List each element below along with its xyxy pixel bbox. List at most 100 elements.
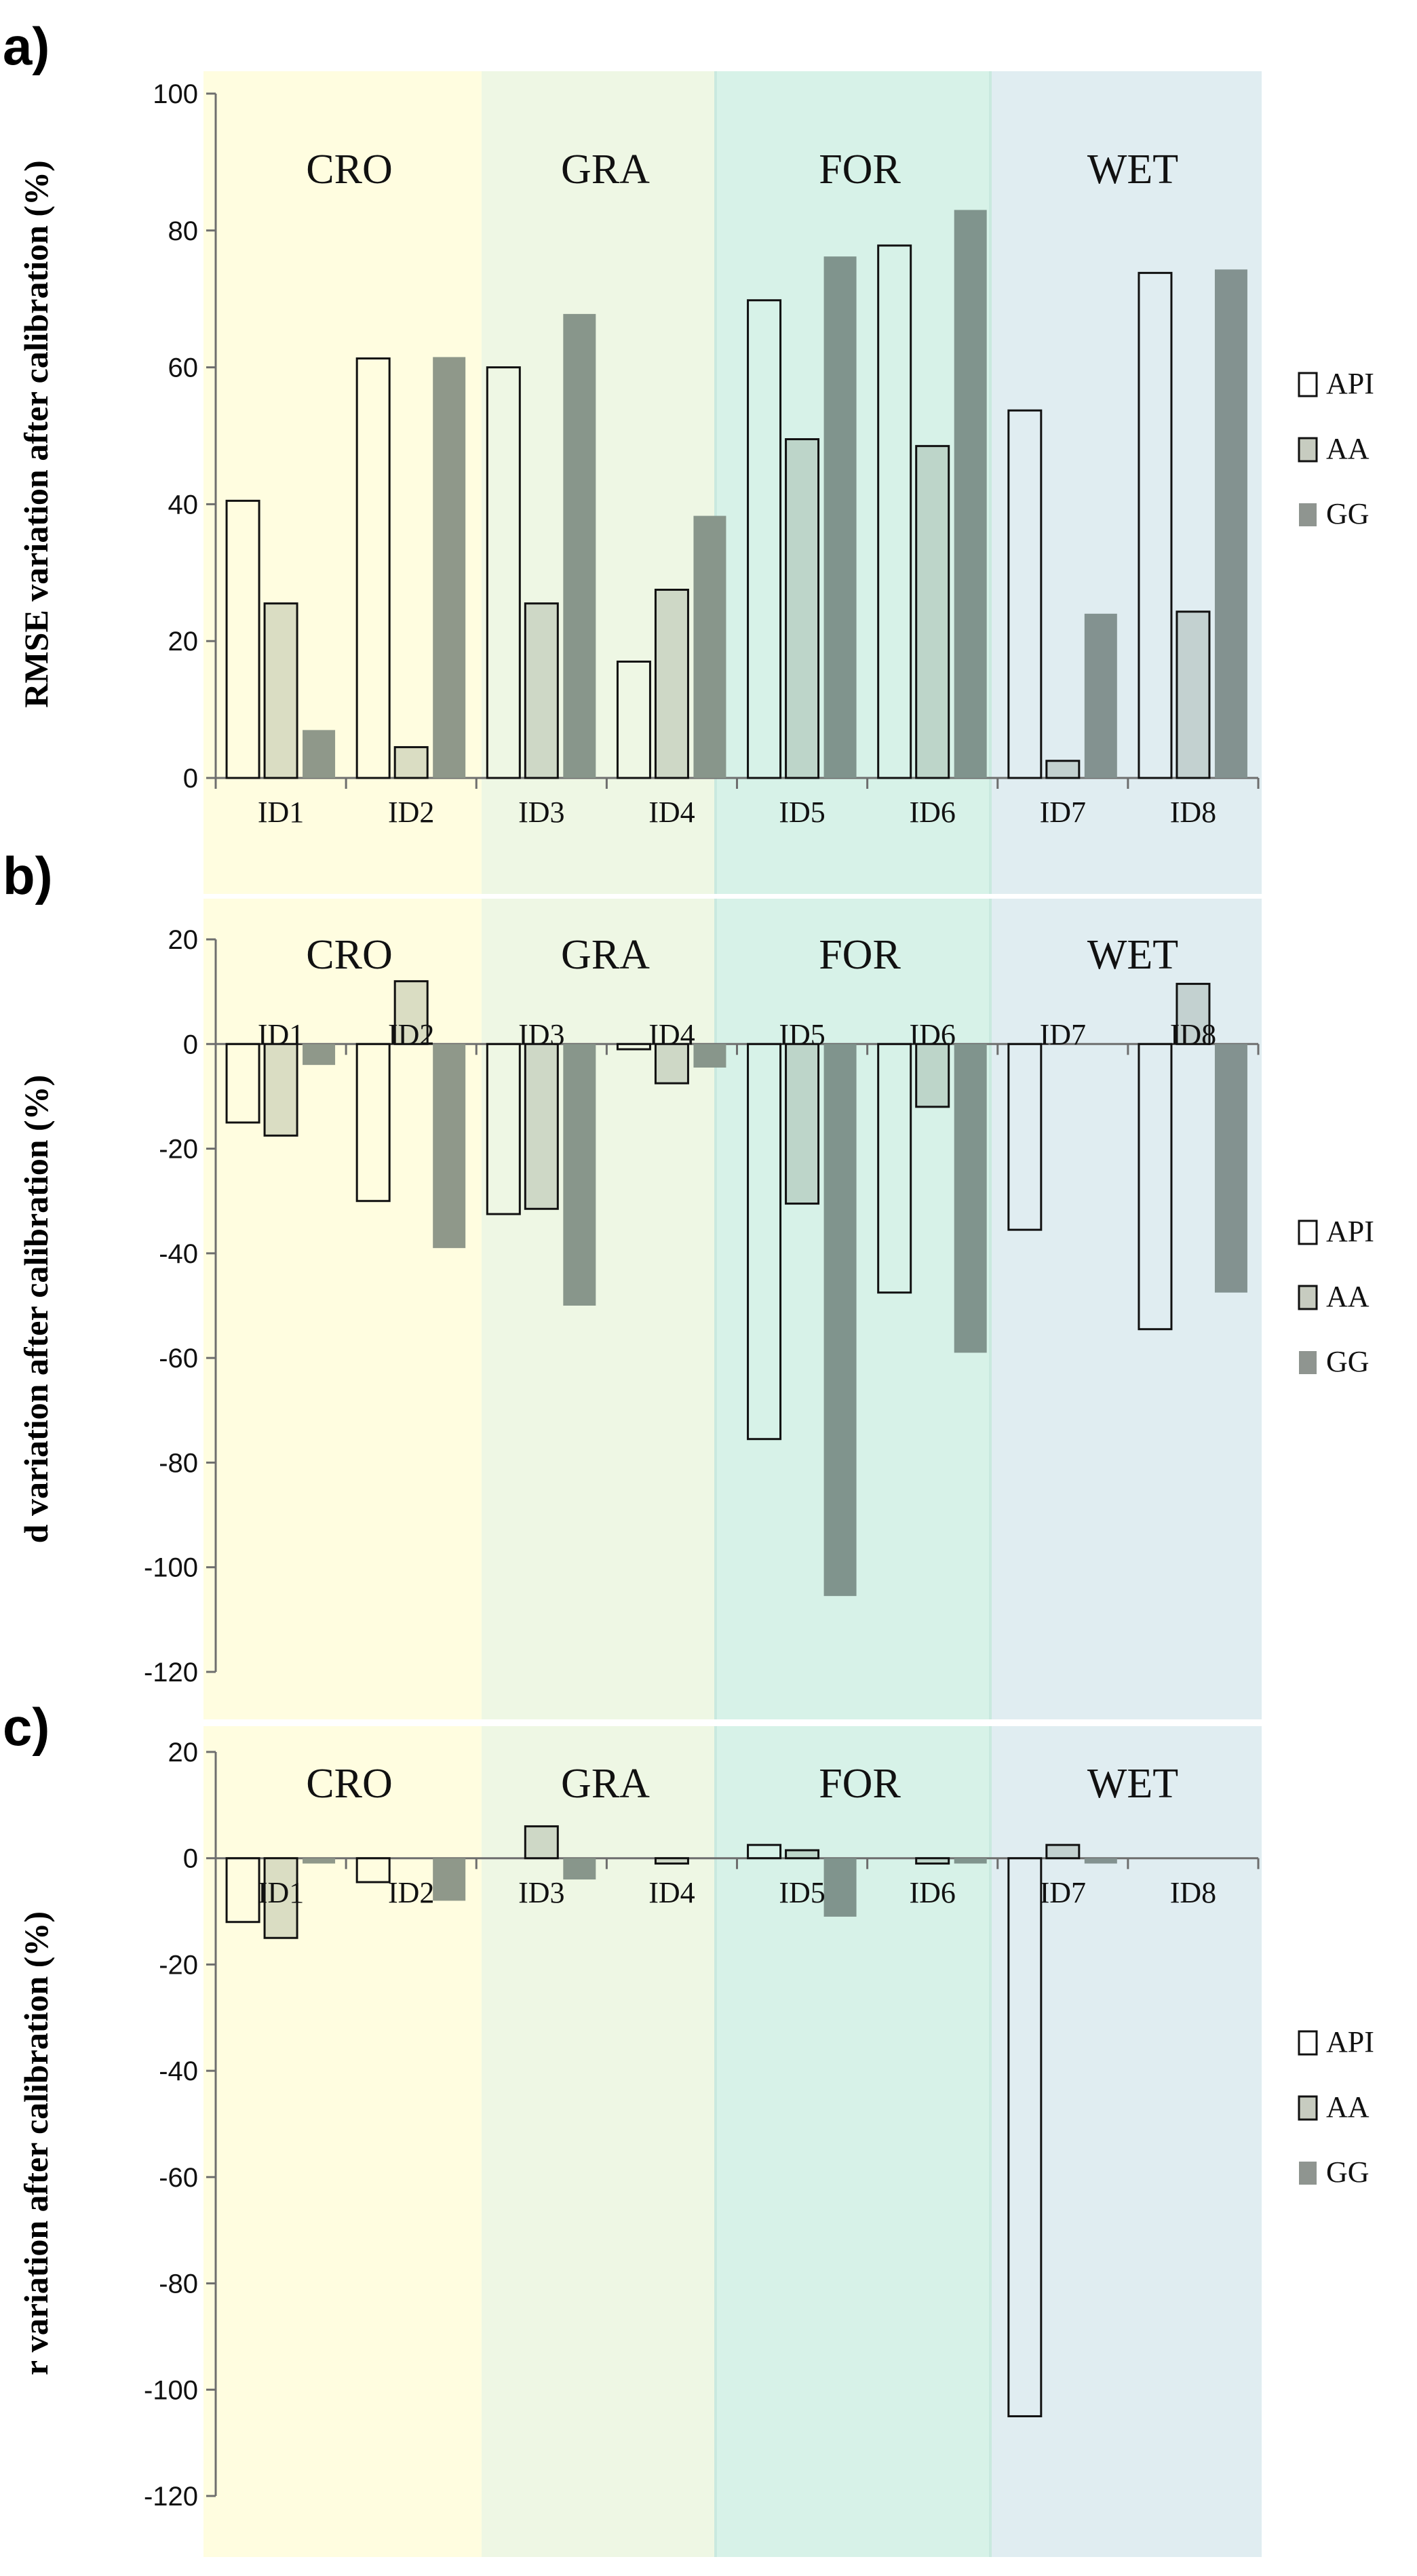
y-tick-label: -120 <box>144 2482 198 2512</box>
y-tick-label: 100 <box>153 79 198 109</box>
y-tick-label: -20 <box>159 1950 198 1980</box>
bar-gg-id5 <box>823 256 857 779</box>
bar-aa-id8 <box>1176 983 1211 1045</box>
bar-aa-id7 <box>1045 1843 1081 1860</box>
panel-letter: b) <box>3 846 53 905</box>
legend-swatch-gg <box>1299 1351 1317 1374</box>
legend-label-api: API <box>1326 2025 1374 2058</box>
category-label-id8: ID8 <box>1170 1876 1216 1909</box>
zone-label-for: FOR <box>819 1761 901 1807</box>
legend-swatch-aa <box>1298 2095 1318 2121</box>
zone-background-wet <box>990 899 1262 1719</box>
bar-gg-id5 <box>823 1044 857 1597</box>
category-label-id4: ID4 <box>648 796 695 829</box>
bar-gg-id6 <box>954 1044 987 1353</box>
category-label-id3: ID3 <box>518 1876 564 1909</box>
y-tick-label: -60 <box>159 2163 198 2193</box>
bar-aa-id5 <box>785 438 820 779</box>
bar-aa-id5 <box>785 1042 820 1205</box>
legend-swatch-gg <box>1299 2162 1317 2185</box>
bar-api-id2 <box>355 1042 391 1203</box>
legend-swatch-gg <box>1299 503 1317 526</box>
bar-api-id1 <box>225 1857 260 1924</box>
bar-api-id7 <box>1007 1857 1043 2417</box>
legend-label-api: API <box>1326 1215 1374 1248</box>
bar-gg-id2 <box>433 357 466 778</box>
y-tick-label: 0 <box>183 764 198 794</box>
zone-label-for: FOR <box>819 932 901 978</box>
category-label-id6: ID6 <box>909 1018 955 1051</box>
bar-aa-id8 <box>1176 610 1211 779</box>
zone-label-cro: CRO <box>306 1761 392 1807</box>
zone-background-wet <box>990 1726 1262 2557</box>
y-tick-label: -100 <box>144 2375 198 2405</box>
category-label-id5: ID5 <box>779 796 825 829</box>
zone-label-for: FOR <box>819 147 901 193</box>
bar-api-id3 <box>486 366 521 779</box>
bar-gg-id8 <box>1214 269 1247 778</box>
category-label-id7: ID7 <box>1040 1876 1086 1909</box>
bar-gg-id6 <box>954 210 987 778</box>
y-tick-label: -80 <box>159 1448 198 1478</box>
category-label-id3: ID3 <box>518 1018 564 1051</box>
y-tick-label: -60 <box>159 1344 198 1373</box>
legend-swatch-api <box>1298 372 1318 397</box>
bar-gg-id3 <box>563 313 596 778</box>
bar-aa-id4 <box>654 589 689 779</box>
bar-aa-id1 <box>263 1857 298 1939</box>
y-tick-label: 80 <box>168 216 199 246</box>
zone-background-for <box>716 1726 990 2557</box>
y-tick-label: -40 <box>159 1239 198 1269</box>
category-label-id8: ID8 <box>1170 796 1216 829</box>
bar-api-id8 <box>1138 1042 1173 1331</box>
bar-api-id7 <box>1007 409 1043 779</box>
bar-api-id4 <box>616 1042 651 1051</box>
bar-aa-id2 <box>393 746 429 779</box>
bar-api-id1 <box>225 499 260 779</box>
y-tick-label: 0 <box>183 1030 198 1059</box>
zone-label-wet: WET <box>1087 932 1178 978</box>
bar-aa-id3 <box>524 1825 559 1860</box>
bar-gg-id1 <box>303 1044 336 1066</box>
bar-api-id5 <box>747 1042 782 1441</box>
zone-label-cro: CRO <box>306 147 392 193</box>
bar-api-id5 <box>747 299 782 779</box>
bar-aa-id6 <box>915 445 950 779</box>
bar-gg-id2 <box>433 1044 466 1249</box>
bar-api-id6 <box>877 244 912 779</box>
zone-background-gra <box>482 1726 716 2557</box>
legend-swatch-api <box>1298 1219 1318 1245</box>
y-tick-label: -20 <box>159 1135 198 1165</box>
legend-swatch-aa <box>1298 437 1318 463</box>
zone-label-gra: GRA <box>561 1761 650 1807</box>
bar-aa-id3 <box>524 602 559 779</box>
legend-label-aa: AA <box>1326 2090 1370 2124</box>
bar-gg-id8 <box>1214 1044 1247 1293</box>
zone-label-wet: WET <box>1087 147 1178 193</box>
bar-aa-id4 <box>654 1042 689 1085</box>
zone-label-gra: GRA <box>561 147 650 193</box>
bar-aa-id5 <box>785 1849 820 1860</box>
y-tick-label: -80 <box>159 2269 198 2299</box>
panel-letter: c) <box>3 1697 50 1757</box>
category-label-id2: ID2 <box>388 796 434 829</box>
zone-background-cro <box>203 899 482 1719</box>
bar-aa-id7 <box>1045 760 1081 779</box>
bar-aa-id6 <box>915 1857 950 1865</box>
category-label-id3: ID3 <box>518 796 564 829</box>
y-axis-label: RMSE variation after calibration (%) <box>17 160 55 707</box>
panel-2: CRO GRA FOR WET -120 -100 -80 -60 -40 -20 0 20 ID1 ID… <box>3 846 1374 1719</box>
y-axis-label: d variation after calibration (%) <box>17 1075 55 1544</box>
bar-gg-id4 <box>693 1044 726 1068</box>
y-tick-label: -100 <box>144 1553 198 1583</box>
bar-api-id4 <box>616 660 651 779</box>
category-label-id5: ID5 <box>779 1018 825 1051</box>
y-tick-label: 20 <box>168 925 199 955</box>
bar-gg-id2 <box>433 1858 466 1901</box>
y-tick-label: -120 <box>144 1658 198 1687</box>
bar-gg-id3 <box>563 1858 596 1880</box>
bar-aa-id4 <box>654 1857 689 1865</box>
panel-1: CRO GRA FOR WET 0 20 40 60 80 100 ID1 ID2 ID3 ID4 ID5 I… <box>3 16 1374 894</box>
bar-api-id2 <box>355 1857 391 1884</box>
bar-gg-id4 <box>693 515 726 778</box>
